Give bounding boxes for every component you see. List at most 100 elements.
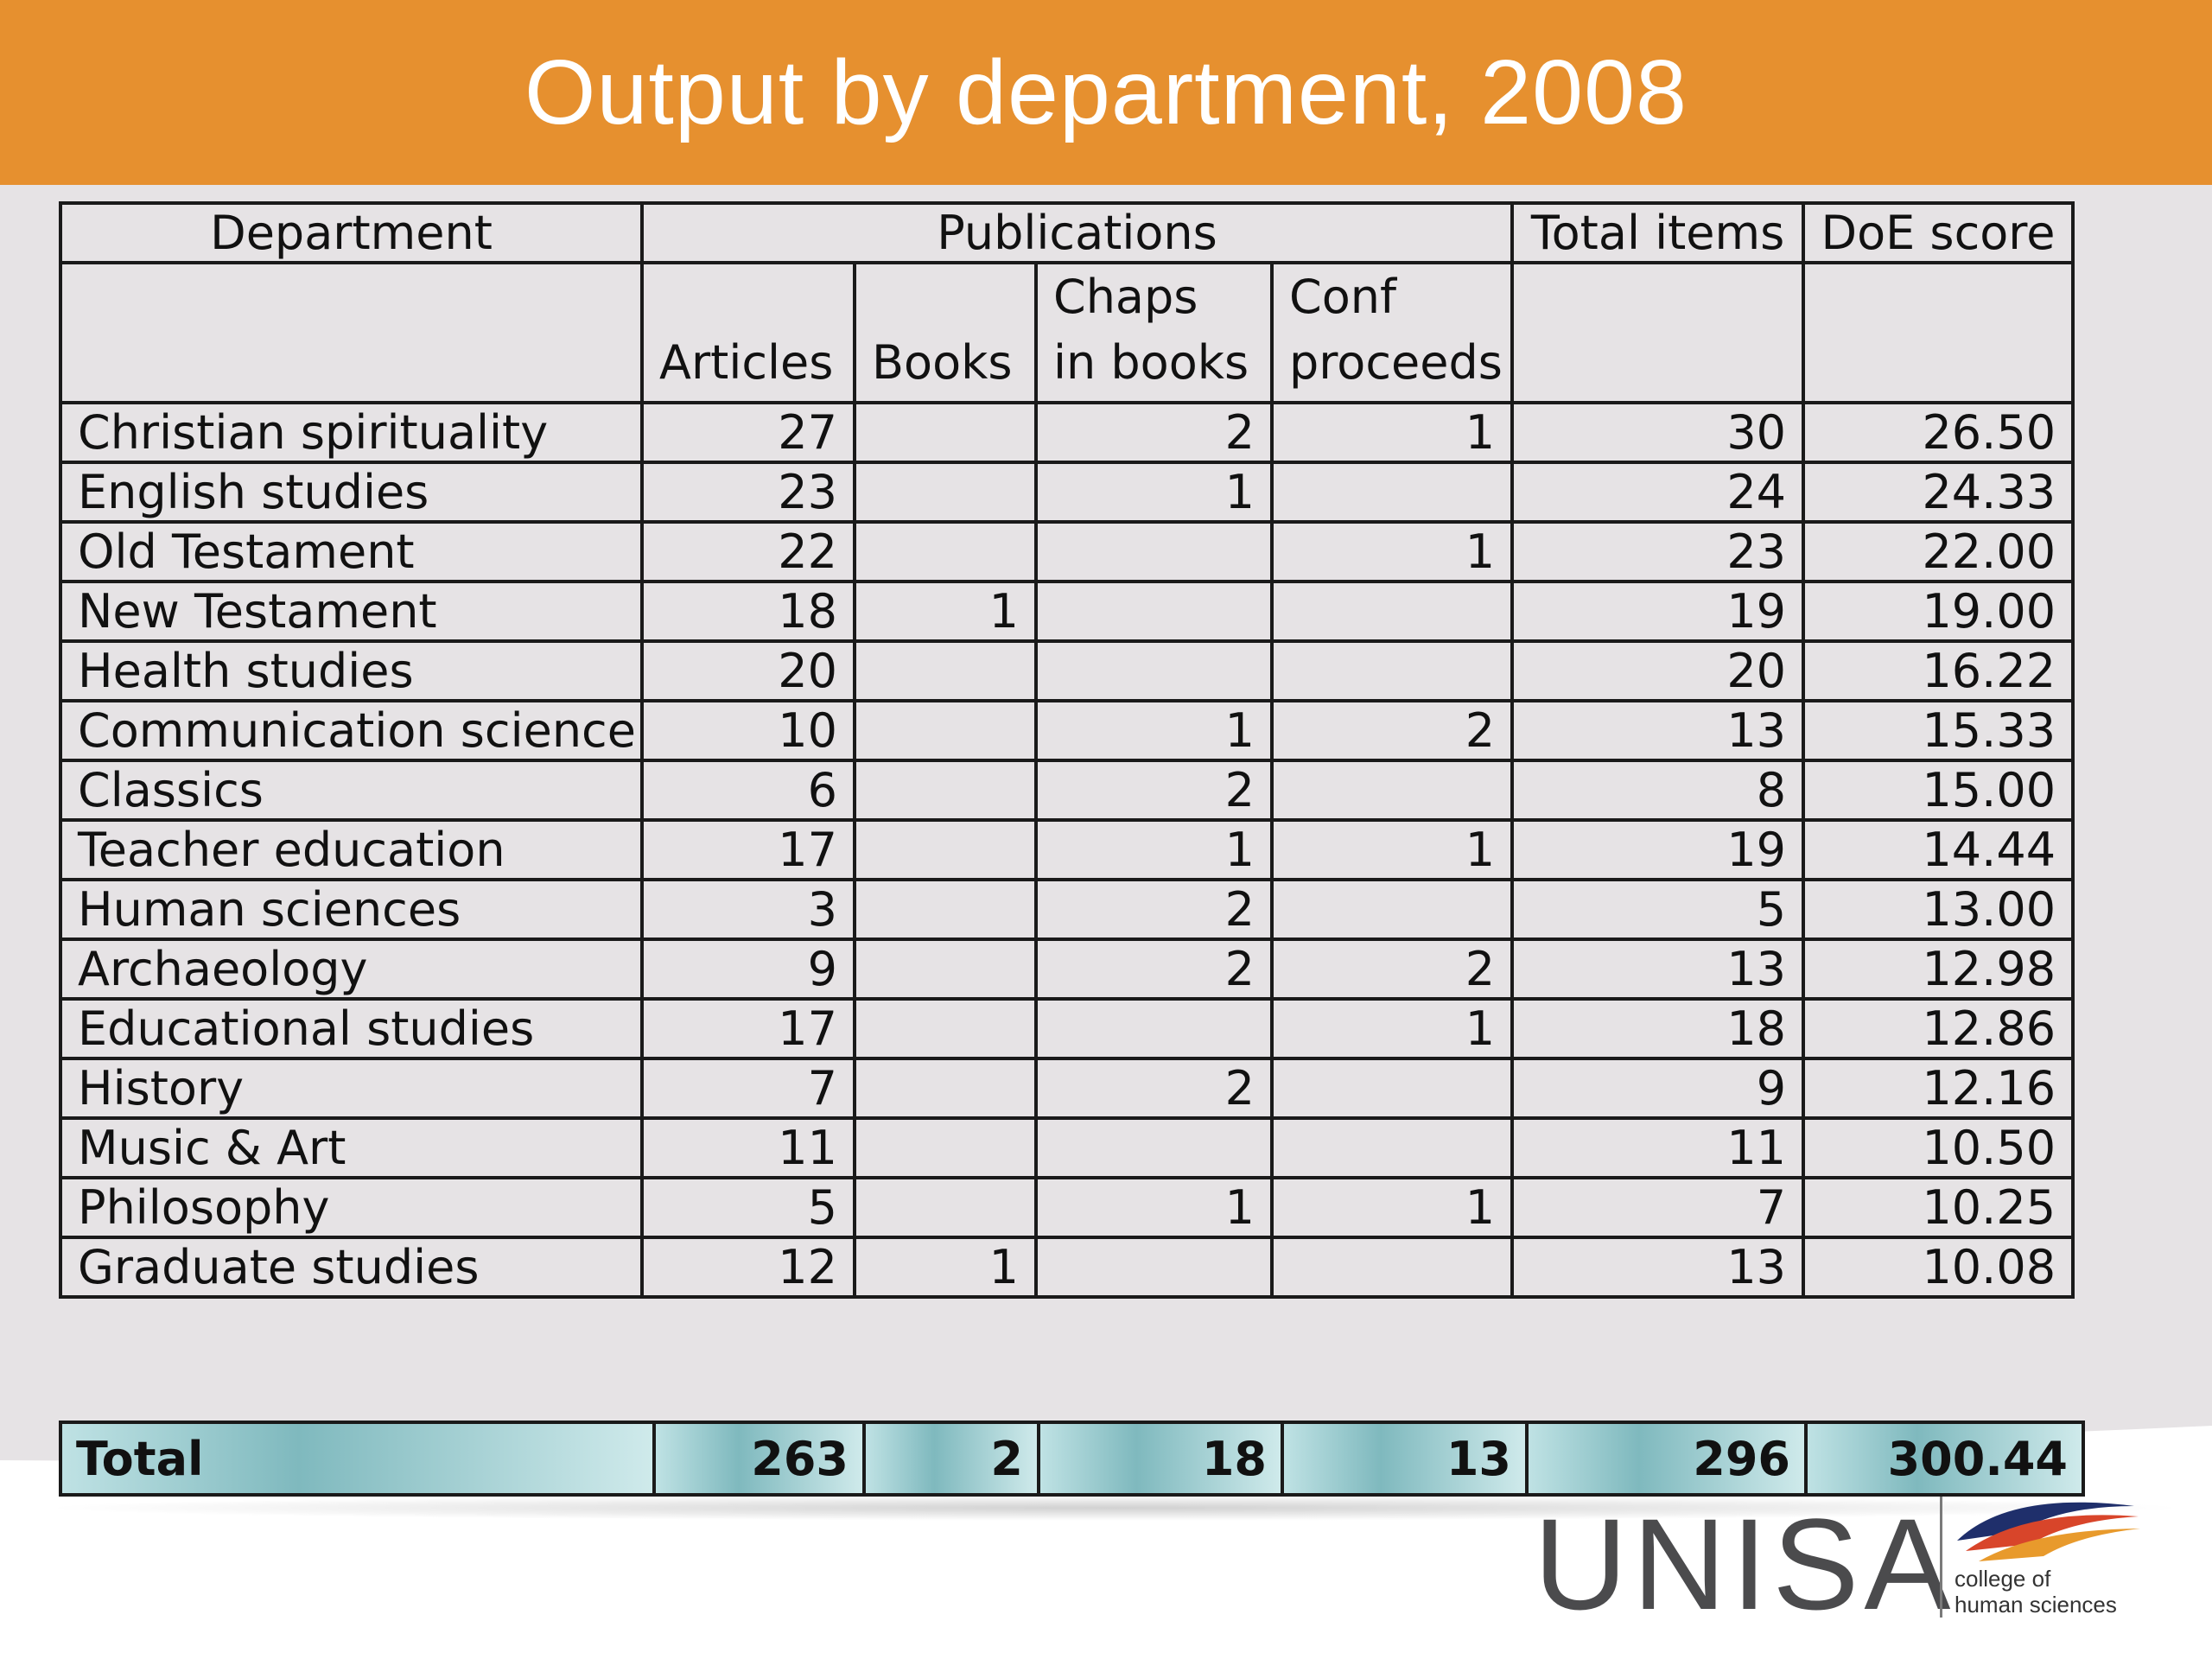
cell-score: 10.25 bbox=[1802, 1176, 2075, 1239]
total-row: Total 263 2 18 13 296 300.44 bbox=[59, 1421, 2085, 1497]
cell-chaps: 2 bbox=[1034, 1057, 1274, 1120]
cell-books bbox=[853, 1176, 1038, 1239]
cell-department: Christian spirituality bbox=[59, 401, 644, 464]
cell-total: 9 bbox=[1510, 1057, 1806, 1120]
cell-score: 26.50 bbox=[1802, 401, 2075, 464]
table-row: Philosophy 5 1 1 7 10.25 bbox=[59, 1176, 2075, 1239]
total-table: Total 263 2 18 13 296 300.44 bbox=[59, 1421, 2085, 1497]
cell-conf: 1 bbox=[1269, 818, 1515, 881]
cell-chaps: 1 bbox=[1034, 699, 1274, 762]
cell-conf: 2 bbox=[1269, 938, 1515, 1001]
cell-department: Teacher education bbox=[59, 818, 644, 881]
total-score: 300.44 bbox=[1804, 1421, 2085, 1497]
cell-score: 10.08 bbox=[1802, 1236, 2075, 1299]
cell-articles: 12 bbox=[640, 1236, 856, 1299]
subheader-blank-score bbox=[1802, 261, 2075, 404]
cell-total: 19 bbox=[1510, 580, 1806, 643]
cell-conf: 1 bbox=[1269, 520, 1515, 583]
cell-department: Human sciences bbox=[59, 878, 644, 941]
cell-articles: 17 bbox=[640, 997, 856, 1060]
cell-conf bbox=[1269, 461, 1515, 524]
table-row: Human sciences 3 2 5 13.00 bbox=[59, 878, 2075, 941]
cell-chaps bbox=[1034, 997, 1274, 1060]
cell-chaps bbox=[1034, 580, 1274, 643]
header-row: Department Publications Total items DoE … bbox=[59, 201, 2075, 264]
college-subtitle: college of human sciences bbox=[1955, 1566, 2117, 1618]
table-body: Christian spirituality 27 2 1 30 26.50 English… bbox=[59, 401, 2075, 1299]
cell-books bbox=[853, 1057, 1038, 1120]
cell-books bbox=[853, 818, 1038, 881]
header-publications: Publications bbox=[639, 201, 1515, 264]
header-conf-proceeds: Conf proceeds bbox=[1269, 261, 1515, 404]
table-row: Archaeology 9 2 2 13 12.98 bbox=[59, 938, 2075, 1001]
total-conf: 13 bbox=[1281, 1421, 1529, 1497]
cell-conf: 1 bbox=[1269, 401, 1515, 464]
cell-total: 5 bbox=[1510, 878, 1806, 941]
cell-articles: 7 bbox=[640, 1057, 856, 1120]
cell-books bbox=[853, 401, 1038, 464]
table-row: Music & Art 11 11 10.50 bbox=[59, 1116, 2075, 1179]
cell-books bbox=[853, 938, 1038, 1001]
cell-articles: 3 bbox=[640, 878, 856, 941]
cell-department: Archaeology bbox=[59, 938, 644, 1001]
cell-total: 8 bbox=[1510, 759, 1806, 822]
cell-chaps: 1 bbox=[1034, 1176, 1274, 1239]
cell-chaps: 1 bbox=[1034, 818, 1274, 881]
cell-chaps bbox=[1034, 1236, 1274, 1299]
total-chaps: 18 bbox=[1037, 1421, 1284, 1497]
cell-books bbox=[853, 520, 1038, 583]
cell-score: 15.33 bbox=[1802, 699, 2075, 762]
table-row: English studies 23 1 24 24.33 bbox=[59, 461, 2075, 524]
table-row: New Testament 18 1 19 19.00 bbox=[59, 580, 2075, 643]
cell-total: 24 bbox=[1510, 461, 1806, 524]
header-total-items: Total items bbox=[1510, 201, 1806, 264]
cell-conf bbox=[1269, 1057, 1515, 1120]
cell-department: History bbox=[59, 1057, 644, 1120]
header-chaps-in-books: Chaps in books bbox=[1034, 261, 1274, 404]
cell-department: Communication science bbox=[59, 699, 644, 762]
cell-articles: 22 bbox=[640, 520, 856, 583]
cell-articles: 9 bbox=[640, 938, 856, 1001]
header-articles: Articles bbox=[640, 261, 856, 404]
cell-chaps: 2 bbox=[1034, 878, 1274, 941]
title-bar: Output by department, 2008 bbox=[0, 0, 2212, 185]
cell-conf bbox=[1269, 1236, 1515, 1299]
total-items: 296 bbox=[1525, 1421, 1808, 1497]
cell-articles: 5 bbox=[640, 1176, 856, 1239]
cell-department: Music & Art bbox=[59, 1116, 644, 1179]
cell-articles: 18 bbox=[640, 580, 856, 643]
cell-books bbox=[853, 759, 1038, 822]
table-row: Old Testament 22 1 23 22.00 bbox=[59, 520, 2075, 583]
cell-department: Old Testament bbox=[59, 520, 644, 583]
logo-divider bbox=[1940, 1497, 1942, 1618]
cell-conf bbox=[1269, 878, 1515, 941]
table-row: Christian spirituality 27 2 1 30 26.50 bbox=[59, 401, 2075, 464]
table-row: Classics 6 2 8 15.00 bbox=[59, 759, 2075, 822]
subheader-row: Articles Books Chaps in books Conf proce… bbox=[59, 261, 2075, 404]
output-table: Department Publications Total items DoE … bbox=[59, 201, 2075, 1299]
college-subtitle-line2: human sciences bbox=[1955, 1592, 2117, 1618]
cell-books bbox=[853, 699, 1038, 762]
total-articles: 263 bbox=[652, 1421, 866, 1497]
cell-score: 16.22 bbox=[1802, 639, 2075, 702]
total-label: Total bbox=[59, 1421, 656, 1497]
cell-conf bbox=[1269, 580, 1515, 643]
cell-books: 1 bbox=[853, 1236, 1038, 1299]
cell-articles: 23 bbox=[640, 461, 856, 524]
unisa-wordmark: UNISA bbox=[1534, 1491, 1956, 1637]
table-row: Communication science 10 1 2 13 15.33 bbox=[59, 699, 2075, 762]
cell-chaps: 2 bbox=[1034, 759, 1274, 822]
table-row: Graduate studies 12 1 13 10.08 bbox=[59, 1236, 2075, 1299]
cell-articles: 11 bbox=[640, 1116, 856, 1179]
header-books: Books bbox=[853, 261, 1038, 404]
cell-books bbox=[853, 1116, 1038, 1179]
cell-total: 7 bbox=[1510, 1176, 1806, 1239]
cell-conf bbox=[1269, 639, 1515, 702]
cell-chaps bbox=[1034, 520, 1274, 583]
table-row: Health studies 20 20 16.22 bbox=[59, 639, 2075, 702]
cell-department: Graduate studies bbox=[59, 1236, 644, 1299]
total-row-shadow bbox=[35, 1495, 2195, 1521]
header-department: Department bbox=[59, 201, 644, 264]
cell-score: 13.00 bbox=[1802, 878, 2075, 941]
table-row: Teacher education 17 1 1 19 14.44 bbox=[59, 818, 2075, 881]
